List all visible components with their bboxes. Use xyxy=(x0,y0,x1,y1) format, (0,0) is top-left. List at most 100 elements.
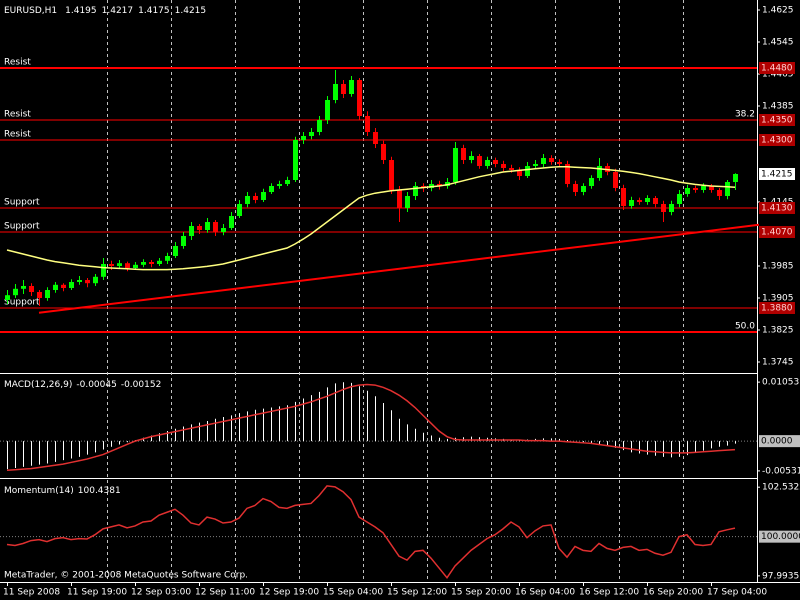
candle-body xyxy=(165,256,170,261)
close: 1.4215 xyxy=(175,6,207,16)
candle-body xyxy=(613,172,618,188)
current-price: 1.4215 xyxy=(761,170,793,180)
y-tick-label: 1.3825 xyxy=(762,326,794,336)
level-price: 1.4070 xyxy=(761,228,793,238)
candle-body xyxy=(461,148,466,160)
candle-body xyxy=(69,282,74,288)
candle-body xyxy=(213,222,218,232)
level-price: 1.4350 xyxy=(761,116,793,126)
level-price: 1.4300 xyxy=(761,136,793,146)
candle-body xyxy=(525,166,530,176)
macd-title: MACD(12,26,9) -0.00045 -0.00152 xyxy=(4,380,161,390)
candle-body xyxy=(597,166,602,178)
level-box xyxy=(759,530,800,543)
level-name: Support xyxy=(4,298,40,308)
y-tick-label: 1.4465 xyxy=(762,70,794,80)
candle-body xyxy=(541,158,546,164)
candle-body xyxy=(77,280,82,282)
y-tick-label: 97.9935 xyxy=(762,571,799,581)
candle-body xyxy=(389,160,394,190)
level-name: Support xyxy=(4,222,40,232)
y-tick-label: 1.3905 xyxy=(762,294,794,304)
candle-body xyxy=(469,156,474,160)
x-tick-label: 15 Sep 12:00 xyxy=(387,588,447,598)
moving-average xyxy=(6,166,736,271)
candle-body xyxy=(685,188,690,194)
candle-body xyxy=(693,188,698,190)
candle-body xyxy=(229,216,234,228)
candle-body xyxy=(205,222,210,230)
level-name: Resist xyxy=(4,130,31,140)
candle-body xyxy=(413,186,418,196)
candle-body xyxy=(589,178,594,186)
candle-body xyxy=(501,164,506,168)
level-box xyxy=(759,226,795,238)
candle-body xyxy=(509,168,514,170)
candle-body xyxy=(405,196,410,208)
level-box xyxy=(759,435,800,448)
candle-body xyxy=(45,290,50,298)
candle-body xyxy=(485,160,490,166)
level-box xyxy=(759,114,795,126)
candle-body xyxy=(517,170,522,176)
candle-body xyxy=(453,148,458,182)
candle-body xyxy=(533,164,538,166)
trend-line xyxy=(38,223,760,314)
candle-body xyxy=(301,136,306,140)
x-tick-label: 12 Sep 11:00 xyxy=(195,588,255,598)
macd-value: -0.00045 xyxy=(76,380,116,390)
candle-body xyxy=(285,180,290,184)
open: 1.4195 xyxy=(65,6,97,16)
candle-body xyxy=(669,204,674,212)
y-tick-label: 1.4625 xyxy=(762,6,794,16)
level-name: Support xyxy=(4,198,40,208)
candle-body xyxy=(261,192,266,200)
main-title: EURUSD,H1 1.4195 1.4217 1.4175 1.4215 xyxy=(4,6,206,16)
low: 1.4175 xyxy=(138,6,170,16)
x-tick-label: 15 Sep 04:00 xyxy=(323,588,383,598)
candle-body xyxy=(317,120,322,132)
candle-body xyxy=(197,226,202,230)
level-box xyxy=(759,202,795,214)
indicator: MACD(12,26,9) xyxy=(4,380,72,390)
level-price: 1.4130 xyxy=(761,204,793,214)
level-box xyxy=(759,302,795,314)
candle-body xyxy=(637,200,642,202)
candle-body xyxy=(733,174,738,182)
candle-body xyxy=(173,246,178,256)
candle-body xyxy=(381,144,386,160)
y-tick-label: 1.3985 xyxy=(762,262,794,272)
candle-body xyxy=(21,286,26,289)
candle-body xyxy=(573,184,578,192)
fibo-label: 50.0 xyxy=(735,322,755,332)
candle-body xyxy=(373,132,378,144)
candle-body xyxy=(93,276,98,284)
x-tick-label: 15 Sep 20:00 xyxy=(451,588,511,598)
candle-body xyxy=(397,190,402,208)
x-tick-label: 17 Sep 04:00 xyxy=(707,588,767,598)
signal-value: -0.00152 xyxy=(121,380,161,390)
momentum-title: Momentum(14) 100.4381 xyxy=(4,486,121,496)
y-tick-label: 1.3745 xyxy=(762,358,794,368)
momentum-line xyxy=(6,485,736,579)
candle-body xyxy=(653,198,658,204)
symbol: EURUSD,H1 xyxy=(4,6,57,16)
candle-body xyxy=(357,80,362,116)
y-tick-label: -0.00531 xyxy=(762,466,800,476)
candle-body xyxy=(333,84,338,100)
candle-body xyxy=(253,196,258,200)
candle-body xyxy=(29,286,34,292)
level-price: 1.4480 xyxy=(761,64,793,74)
level-price: 1.3880 xyxy=(761,304,793,314)
candle-body xyxy=(629,200,634,206)
y-tick-label: 1.4545 xyxy=(762,38,794,48)
candle-body xyxy=(277,184,282,186)
price-box xyxy=(759,168,795,180)
level-name: Resist xyxy=(4,110,31,120)
candle-body xyxy=(125,263,130,268)
candle-body xyxy=(181,236,186,246)
candle-body xyxy=(189,226,194,236)
fibo-label: 38.2 xyxy=(735,110,755,120)
